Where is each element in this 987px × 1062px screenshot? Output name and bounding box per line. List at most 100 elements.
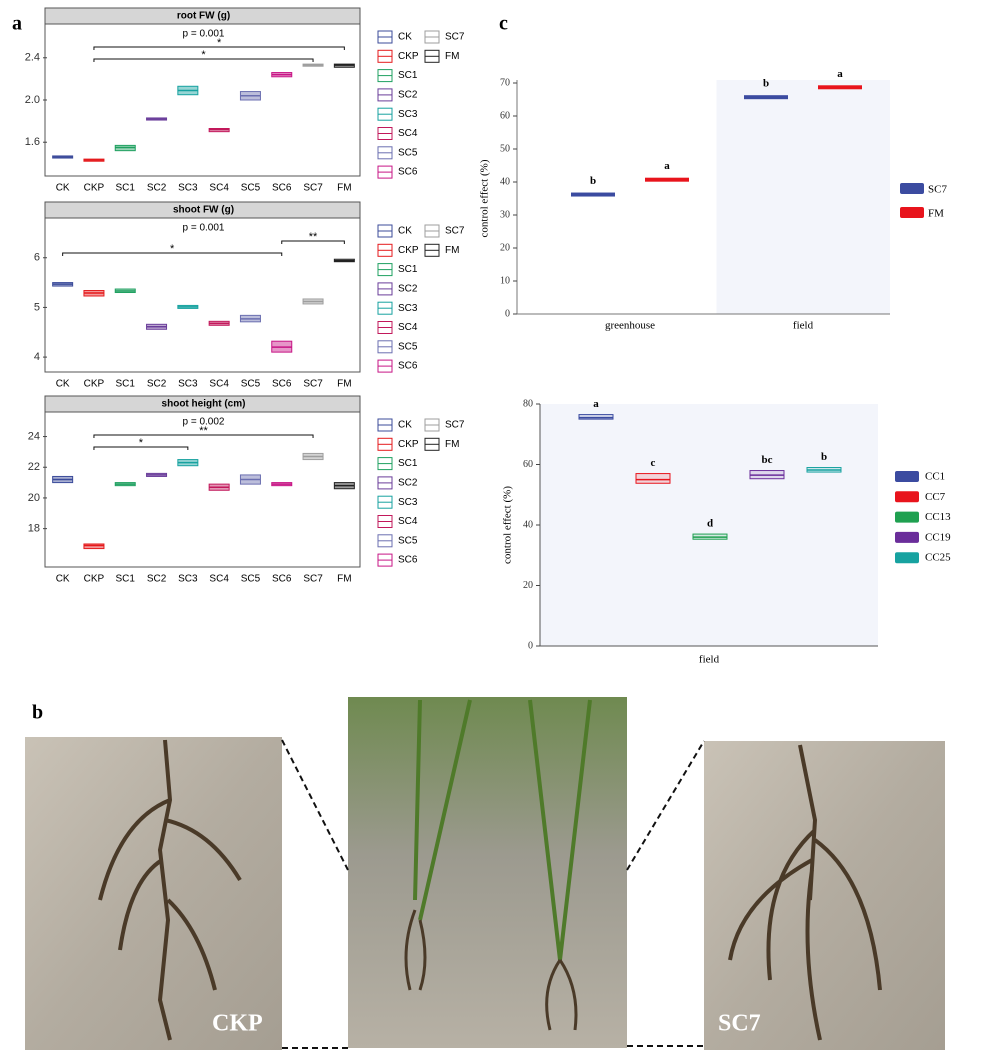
legend-label: CK <box>398 226 412 237</box>
legend-label: SC2 <box>398 90 418 101</box>
x-tick-label: SC7 <box>303 183 323 194</box>
x-tick-label: SC5 <box>241 574 261 585</box>
legend-label: SC1 <box>398 458 418 469</box>
x-tick-label: SC3 <box>178 183 198 194</box>
legend-label: CKP <box>398 439 419 450</box>
legend-label: CC13 <box>925 511 951 523</box>
box <box>635 473 671 484</box>
legend-label: SC4 <box>398 322 418 333</box>
x-tick-label: greenhouse <box>605 320 655 332</box>
significance-label: * <box>217 37 222 49</box>
y-tick-label: 70 <box>500 77 510 88</box>
group-letter: b <box>590 175 596 187</box>
y-tick-label: 40 <box>523 519 533 530</box>
photo-sc7 <box>704 741 945 1050</box>
annotation: p = 0.001 <box>183 29 225 40</box>
photo-panel: CKP SC7 <box>25 697 945 1050</box>
x-tick-label: CK <box>56 574 70 585</box>
x-tick-label: SC1 <box>116 574 136 585</box>
y-tick-label: 40 <box>500 176 510 187</box>
x-tick-label: CK <box>56 183 70 194</box>
legend-key <box>895 471 919 482</box>
photo-ckp <box>25 737 282 1050</box>
legend-label: CC7 <box>925 491 946 503</box>
x-tick-label: SC4 <box>209 574 229 585</box>
y-tick-label: 30 <box>500 209 510 220</box>
legend-label: SC7 <box>928 184 947 196</box>
legend-label: SC5 <box>398 535 418 546</box>
legend-label: SC7 <box>445 32 465 43</box>
legend-label: SC4 <box>398 516 418 527</box>
bar-mark <box>744 95 788 100</box>
legend-label: CK <box>398 32 412 43</box>
x-tick-label: SC6 <box>272 379 292 390</box>
legend-label: CK <box>398 420 412 431</box>
y-tick-label: 20 <box>523 580 533 591</box>
chart-title: shoot height (cm) <box>162 399 246 410</box>
legend-label: CC19 <box>925 531 951 543</box>
legend-label: SC3 <box>398 303 418 314</box>
panel-label: b <box>32 702 43 724</box>
y-tick-label: 0 <box>505 308 510 319</box>
y-tick-label: 20 <box>28 492 40 504</box>
panel-label: c <box>499 13 508 35</box>
y-tick-label: 0 <box>528 640 533 651</box>
y-tick-label: 6 <box>34 252 40 264</box>
group-letter: b <box>821 451 827 463</box>
legend-label: SC5 <box>398 341 418 352</box>
field-background <box>716 80 890 314</box>
legend-label: FM <box>445 439 459 450</box>
legend-label: FM <box>445 51 459 62</box>
legend-label: SC3 <box>398 109 418 120</box>
x-tick-label: SC1 <box>116 379 136 390</box>
x-tick-label: CK <box>56 379 70 390</box>
group-letter: d <box>707 518 713 530</box>
annotation: p = 0.002 <box>183 417 225 428</box>
plot-frame <box>44 23 361 177</box>
x-tick-label: SC5 <box>241 379 261 390</box>
significance-bracket <box>93 46 345 50</box>
x-tick-label: SC3 <box>178 574 198 585</box>
group-letter: bc <box>762 454 773 466</box>
box <box>83 543 105 550</box>
y-tick-label: 60 <box>523 459 533 470</box>
y-tick-label: 80 <box>523 398 533 409</box>
box <box>578 414 614 420</box>
annotation: p = 0.001 <box>183 223 225 234</box>
x-tick-label: SC6 <box>272 183 292 194</box>
x-tick-label: FM <box>337 183 351 194</box>
panel-label: a <box>12 13 22 35</box>
legend-label: SC2 <box>398 478 418 489</box>
legend-label: SC2 <box>398 284 418 295</box>
bar-mark <box>571 192 615 197</box>
group-letter: c <box>651 457 656 469</box>
significance-label: ** <box>199 425 208 437</box>
legend-key <box>895 511 919 523</box>
x-tick-label: SC4 <box>209 183 229 194</box>
legend-label: CKP <box>398 51 419 62</box>
plot-frame <box>44 217 361 373</box>
photo-label: CKP <box>212 1011 263 1037</box>
x-tick-label: CKP <box>84 183 105 194</box>
y-tick-label: 24 <box>28 430 40 442</box>
group-letter: a <box>837 68 843 80</box>
x-tick-label: CKP <box>84 379 105 390</box>
legend-label: SC6 <box>398 167 418 178</box>
x-tick-label: SC1 <box>116 183 136 194</box>
y-axis-label: control effect (%) <box>479 159 491 237</box>
chart-title: root FW (g) <box>177 11 230 22</box>
x-tick-label: SC7 <box>303 574 323 585</box>
significance-bracket <box>62 252 283 256</box>
root-drawing <box>98 739 242 1041</box>
legend-label: CC1 <box>925 471 945 483</box>
legend-label: CKP <box>398 245 419 256</box>
x-tick-label: SC2 <box>147 183 167 194</box>
legend-label: SC5 <box>398 147 418 158</box>
group-letter: a <box>593 398 599 410</box>
chart-title: shoot FW (g) <box>173 205 234 216</box>
x-tick-label: FM <box>337 574 351 585</box>
significance-bracket <box>93 58 314 62</box>
plot-background <box>540 404 878 646</box>
legend-key <box>895 531 919 543</box>
